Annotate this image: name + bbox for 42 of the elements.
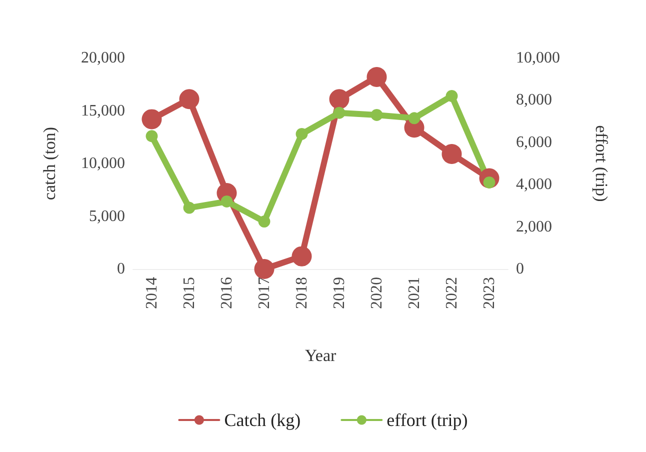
point bbox=[446, 90, 458, 102]
point bbox=[408, 112, 420, 124]
y-tick-label: 20,000 bbox=[81, 50, 125, 66]
y-tick-label: 15,000 bbox=[81, 102, 125, 120]
point bbox=[254, 259, 274, 279]
legend-label: Catch (kg) bbox=[224, 410, 301, 430]
point bbox=[329, 89, 350, 110]
x-tick-label: 2020 bbox=[368, 277, 386, 309]
x-tick-label: 2019 bbox=[330, 277, 348, 309]
y2-tick-label: 4,000 bbox=[516, 176, 552, 194]
y-tick-label: 10,000 bbox=[81, 155, 125, 172]
x-tick-label: 2015 bbox=[180, 277, 198, 309]
point bbox=[292, 246, 312, 266]
y2-tick-label: 8,000 bbox=[516, 92, 552, 109]
y-tick-label: 0 bbox=[117, 260, 125, 278]
x-tick-label: 2023 bbox=[480, 277, 498, 309]
y2-tick-label: 2,000 bbox=[516, 218, 552, 236]
point bbox=[258, 216, 270, 228]
y-axis-title: catch (ton) bbox=[40, 126, 59, 200]
legend-label: effort (trip) bbox=[386, 410, 468, 430]
y2-axis-title: effort (trip) bbox=[592, 125, 611, 202]
point bbox=[179, 89, 200, 110]
point bbox=[370, 108, 383, 121]
x-axis-title: Year bbox=[304, 346, 336, 365]
x-tick-label: 2016 bbox=[218, 277, 236, 309]
point bbox=[366, 66, 387, 87]
y-tick-label: 5,000 bbox=[89, 208, 125, 225]
point bbox=[183, 202, 196, 214]
point bbox=[146, 130, 158, 142]
x-tick-label: 2021 bbox=[406, 277, 423, 309]
y2-tick-label: 10,000 bbox=[516, 50, 560, 66]
x-tick-label: 2017 bbox=[256, 277, 273, 309]
point bbox=[296, 128, 308, 140]
point bbox=[142, 109, 162, 130]
point bbox=[333, 106, 346, 119]
y2-tick-label: 6,000 bbox=[516, 134, 552, 151]
point bbox=[442, 144, 462, 164]
point bbox=[220, 195, 233, 208]
x-tick-label: 2014 bbox=[143, 277, 160, 309]
y2-tick-label: 0 bbox=[516, 260, 524, 278]
x-tick-label: 2018 bbox=[293, 277, 310, 309]
x-tick-label: 2022 bbox=[443, 277, 460, 309]
